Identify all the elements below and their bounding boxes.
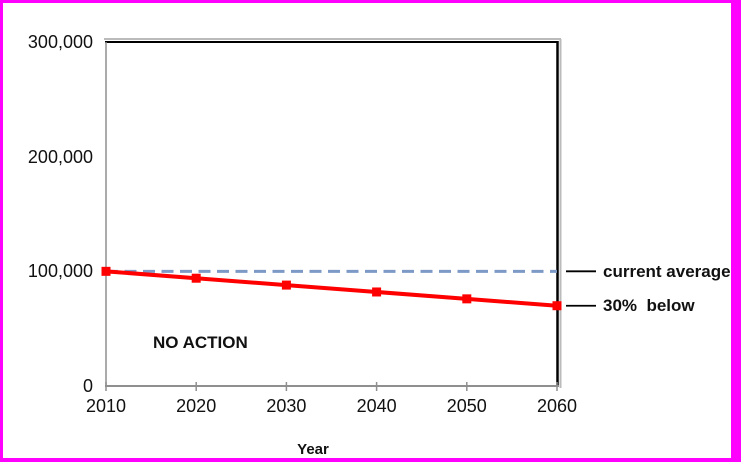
no-action-annotation: NO ACTION xyxy=(153,333,248,352)
y-tick-label: 100,000 xyxy=(27,261,93,282)
y-tick-label: 0 xyxy=(82,376,93,396)
series-square-marker xyxy=(462,294,472,304)
thirty-percent-below-label: 30% below xyxy=(603,296,695,316)
series-square-marker xyxy=(191,273,201,283)
series-square-marker xyxy=(281,280,291,290)
x-tick-label: 2050 xyxy=(446,396,487,416)
current-average-label: current average xyxy=(603,261,731,281)
series-square-marker xyxy=(372,287,382,297)
x-tick-label: 2020 xyxy=(176,396,217,416)
series-square-marker xyxy=(552,301,562,311)
y-tick-label: 200,000 xyxy=(27,146,93,167)
x-tick-label: 2040 xyxy=(356,396,397,416)
x-tick-label: 2060 xyxy=(536,396,578,416)
no-action-series-line xyxy=(105,269,558,308)
series-square-marker xyxy=(101,266,111,276)
x-axis-title: Year xyxy=(297,441,329,458)
y-tick-label: 300,000 xyxy=(27,32,93,52)
x-tick-label: 2010 xyxy=(85,396,127,416)
x-tick-label: 2030 xyxy=(266,396,307,416)
